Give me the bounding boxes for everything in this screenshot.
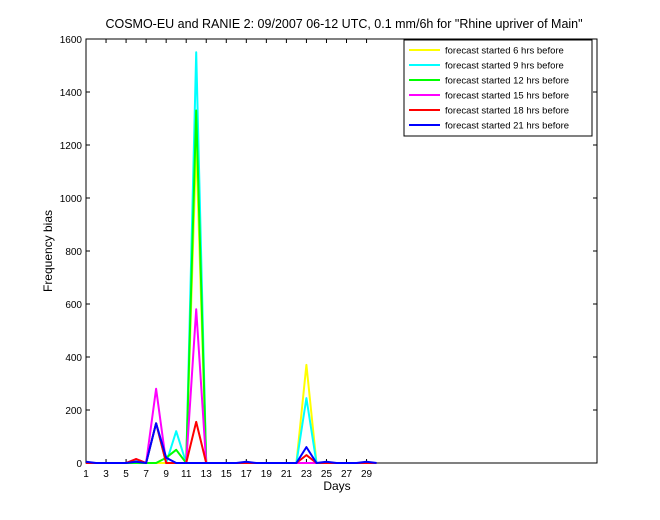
chart-title: COSMO-EU and RANIE 2: 09/2007 06-12 UTC,… bbox=[105, 17, 582, 31]
y-tick-label: 1600 bbox=[60, 35, 83, 46]
legend-label: forecast started 18 hrs before bbox=[445, 106, 569, 117]
x-tick-label: 9 bbox=[163, 469, 169, 480]
y-tick-label: 1400 bbox=[60, 88, 83, 99]
legend-label: forecast started 6 hrs before bbox=[445, 46, 564, 57]
y-tick-label: 800 bbox=[65, 247, 82, 258]
x-tick-label: 15 bbox=[221, 469, 233, 480]
x-tick-label: 5 bbox=[123, 469, 129, 480]
legend: forecast started 6 hrs before forecast st… bbox=[403, 39, 593, 137]
x-tick-label: 19 bbox=[261, 469, 273, 480]
legend-box bbox=[403, 39, 593, 137]
x-tick-label: 21 bbox=[281, 469, 293, 480]
y-tick-label: 0 bbox=[76, 459, 82, 470]
legend-label: forecast started 9 hrs before bbox=[445, 61, 564, 72]
x-tick-label: 1 bbox=[83, 469, 89, 480]
series-line-6 bbox=[85, 422, 377, 464]
x-tick-label: 27 bbox=[341, 469, 353, 480]
x-tick-label: 29 bbox=[361, 469, 373, 480]
series-layer bbox=[85, 51, 377, 464]
ticks-layer: 1 3 5 7 9 11 13 15 17 19 21 23 25 27 29020040060080010… bbox=[60, 35, 597, 480]
legend-label: forecast started 21 hrs before bbox=[445, 121, 569, 132]
x-tick-label: 7 bbox=[143, 469, 149, 480]
y-tick-label: 600 bbox=[65, 300, 82, 311]
x-axis-label: Days bbox=[323, 479, 350, 493]
x-tick-label: 23 bbox=[301, 469, 313, 480]
y-tick-label: 1000 bbox=[60, 194, 83, 205]
x-tick-label: 11 bbox=[181, 469, 192, 480]
y-tick-label: 200 bbox=[65, 406, 82, 417]
x-tick-label: 17 bbox=[241, 469, 253, 480]
legend-label: forecast started 12 hrs before bbox=[445, 76, 569, 87]
x-tick-label: 25 bbox=[321, 469, 333, 480]
y-tick-label: 1200 bbox=[60, 141, 83, 152]
x-tick-label: 13 bbox=[201, 469, 213, 480]
y-tick-label: 400 bbox=[65, 353, 82, 364]
x-tick-label: 3 bbox=[103, 469, 109, 480]
y-axis-label: Frequency bias bbox=[41, 210, 55, 292]
legend-label: forecast started 15 hrs before bbox=[445, 91, 569, 102]
